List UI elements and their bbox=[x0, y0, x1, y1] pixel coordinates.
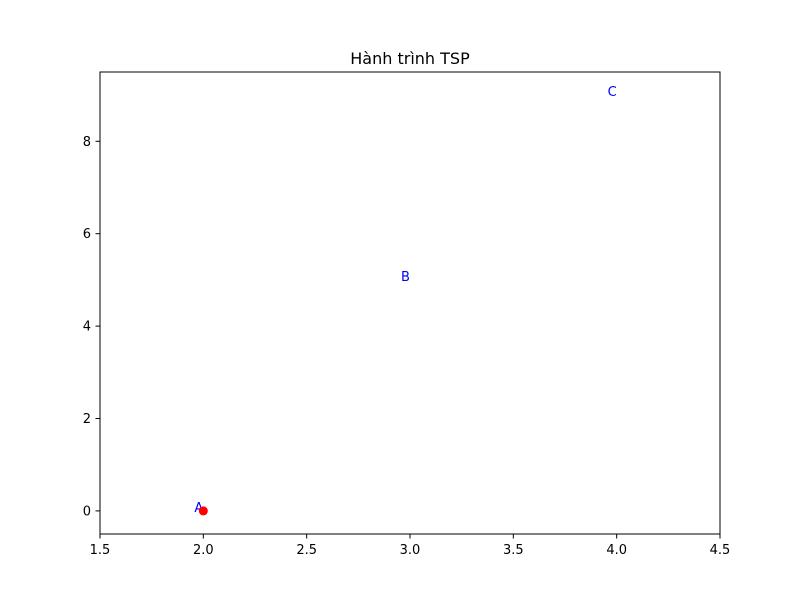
y-tick-label: 4 bbox=[83, 320, 91, 335]
scatter-point-marker bbox=[198, 506, 208, 516]
y-tick-label: 2 bbox=[83, 412, 91, 427]
point-label-b: B bbox=[401, 270, 410, 285]
x-tick-label: 1.5 bbox=[90, 543, 111, 558]
plot-marks: A B C bbox=[194, 85, 616, 516]
x-tick-label: 3.5 bbox=[503, 543, 524, 558]
point-label-a: A bbox=[194, 501, 203, 516]
axes: 1.5 2.0 2.5 3.0 3.5 4.0 4.5 0 2 4 6 8 bbox=[83, 71, 731, 558]
x-tick-label: 4.0 bbox=[606, 543, 627, 558]
x-tick-label: 2.0 bbox=[193, 543, 214, 558]
y-tick-label: 6 bbox=[83, 227, 91, 242]
x-tick-label: 3.0 bbox=[400, 543, 421, 558]
chart-title: Hành trình TSP bbox=[350, 49, 470, 68]
x-tick-label: 4.5 bbox=[710, 543, 731, 558]
y-tick-label: 0 bbox=[83, 504, 91, 519]
x-tick-label: 2.5 bbox=[296, 543, 317, 558]
y-tick-label: 8 bbox=[83, 135, 91, 150]
point-label-c: C bbox=[608, 85, 617, 100]
